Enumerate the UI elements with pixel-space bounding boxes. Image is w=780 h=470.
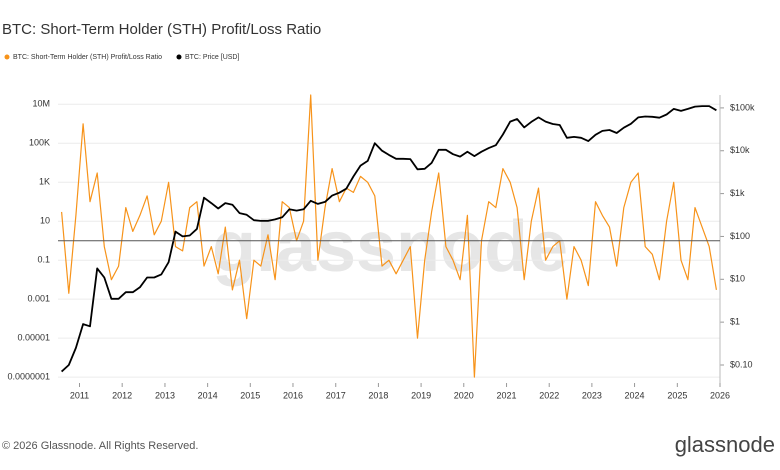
logo: glassnode xyxy=(675,432,775,457)
x-tick-label: 2026 xyxy=(710,390,730,400)
y-tick-label: 0.0000001 xyxy=(7,372,50,382)
y2-tick-label: $0.10 xyxy=(730,359,753,369)
x-tick-label: 2025 xyxy=(667,390,687,400)
series-line xyxy=(60,105,717,373)
y2-tick-label: $1 xyxy=(730,317,740,327)
y2-tick-label: $100 xyxy=(730,231,750,241)
x-tick-label: 2020 xyxy=(454,390,474,400)
x-tick-label: 2017 xyxy=(326,390,346,400)
x-tick-label: 2018 xyxy=(368,390,388,400)
x-tick-label: 2016 xyxy=(283,390,303,400)
legend-label: BTC: Short-Term Holder (STH) Profit/Loss… xyxy=(13,54,162,61)
y-tick-label: 10 xyxy=(40,216,50,226)
chart-title: BTC: Short-Term Holder (STH) Profit/Loss… xyxy=(2,21,321,38)
y2-tick-label: $1k xyxy=(730,188,745,198)
y-tick-label: 10M xyxy=(32,99,50,109)
x-tick-label: 2024 xyxy=(625,390,645,400)
x-tick-label: 2012 xyxy=(112,390,132,400)
y2-tick-label: $10k xyxy=(730,145,750,155)
x-tick-label: 2014 xyxy=(198,390,218,400)
y-tick-label: 0.00001 xyxy=(17,333,50,343)
y-tick-label: 1K xyxy=(39,177,50,187)
x-tick-label: 2015 xyxy=(240,390,260,400)
series-line xyxy=(61,94,717,378)
legend-label: BTC: Price [USD] xyxy=(185,54,240,61)
legend-marker xyxy=(176,54,182,60)
x-tick-label: 2022 xyxy=(539,390,559,400)
footer: © 2026 Glassnode. All Rights Reserved. xyxy=(2,440,198,452)
y-tick-label: 0.001 xyxy=(27,294,50,304)
x-tick-label: 2023 xyxy=(582,390,602,400)
y2-tick-label: $10 xyxy=(730,274,745,284)
legend-marker xyxy=(4,54,10,60)
x-tick-label: 2011 xyxy=(70,390,89,400)
y-tick-label: 100K xyxy=(29,138,50,148)
y2-tick-label: $100k xyxy=(730,102,755,112)
x-tick-label: 2013 xyxy=(155,390,175,400)
x-tick-label: 2019 xyxy=(411,390,431,400)
x-tick-label: 2021 xyxy=(497,390,517,400)
y-tick-label: 0.1 xyxy=(37,255,50,265)
